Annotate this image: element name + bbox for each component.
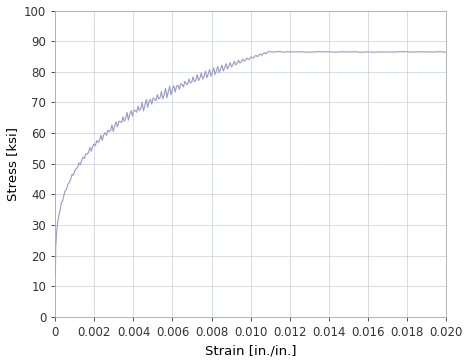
Y-axis label: Stress [ksi]: Stress [ksi] [6, 127, 19, 201]
X-axis label: Strain [in./in.]: Strain [in./in.] [205, 344, 296, 358]
